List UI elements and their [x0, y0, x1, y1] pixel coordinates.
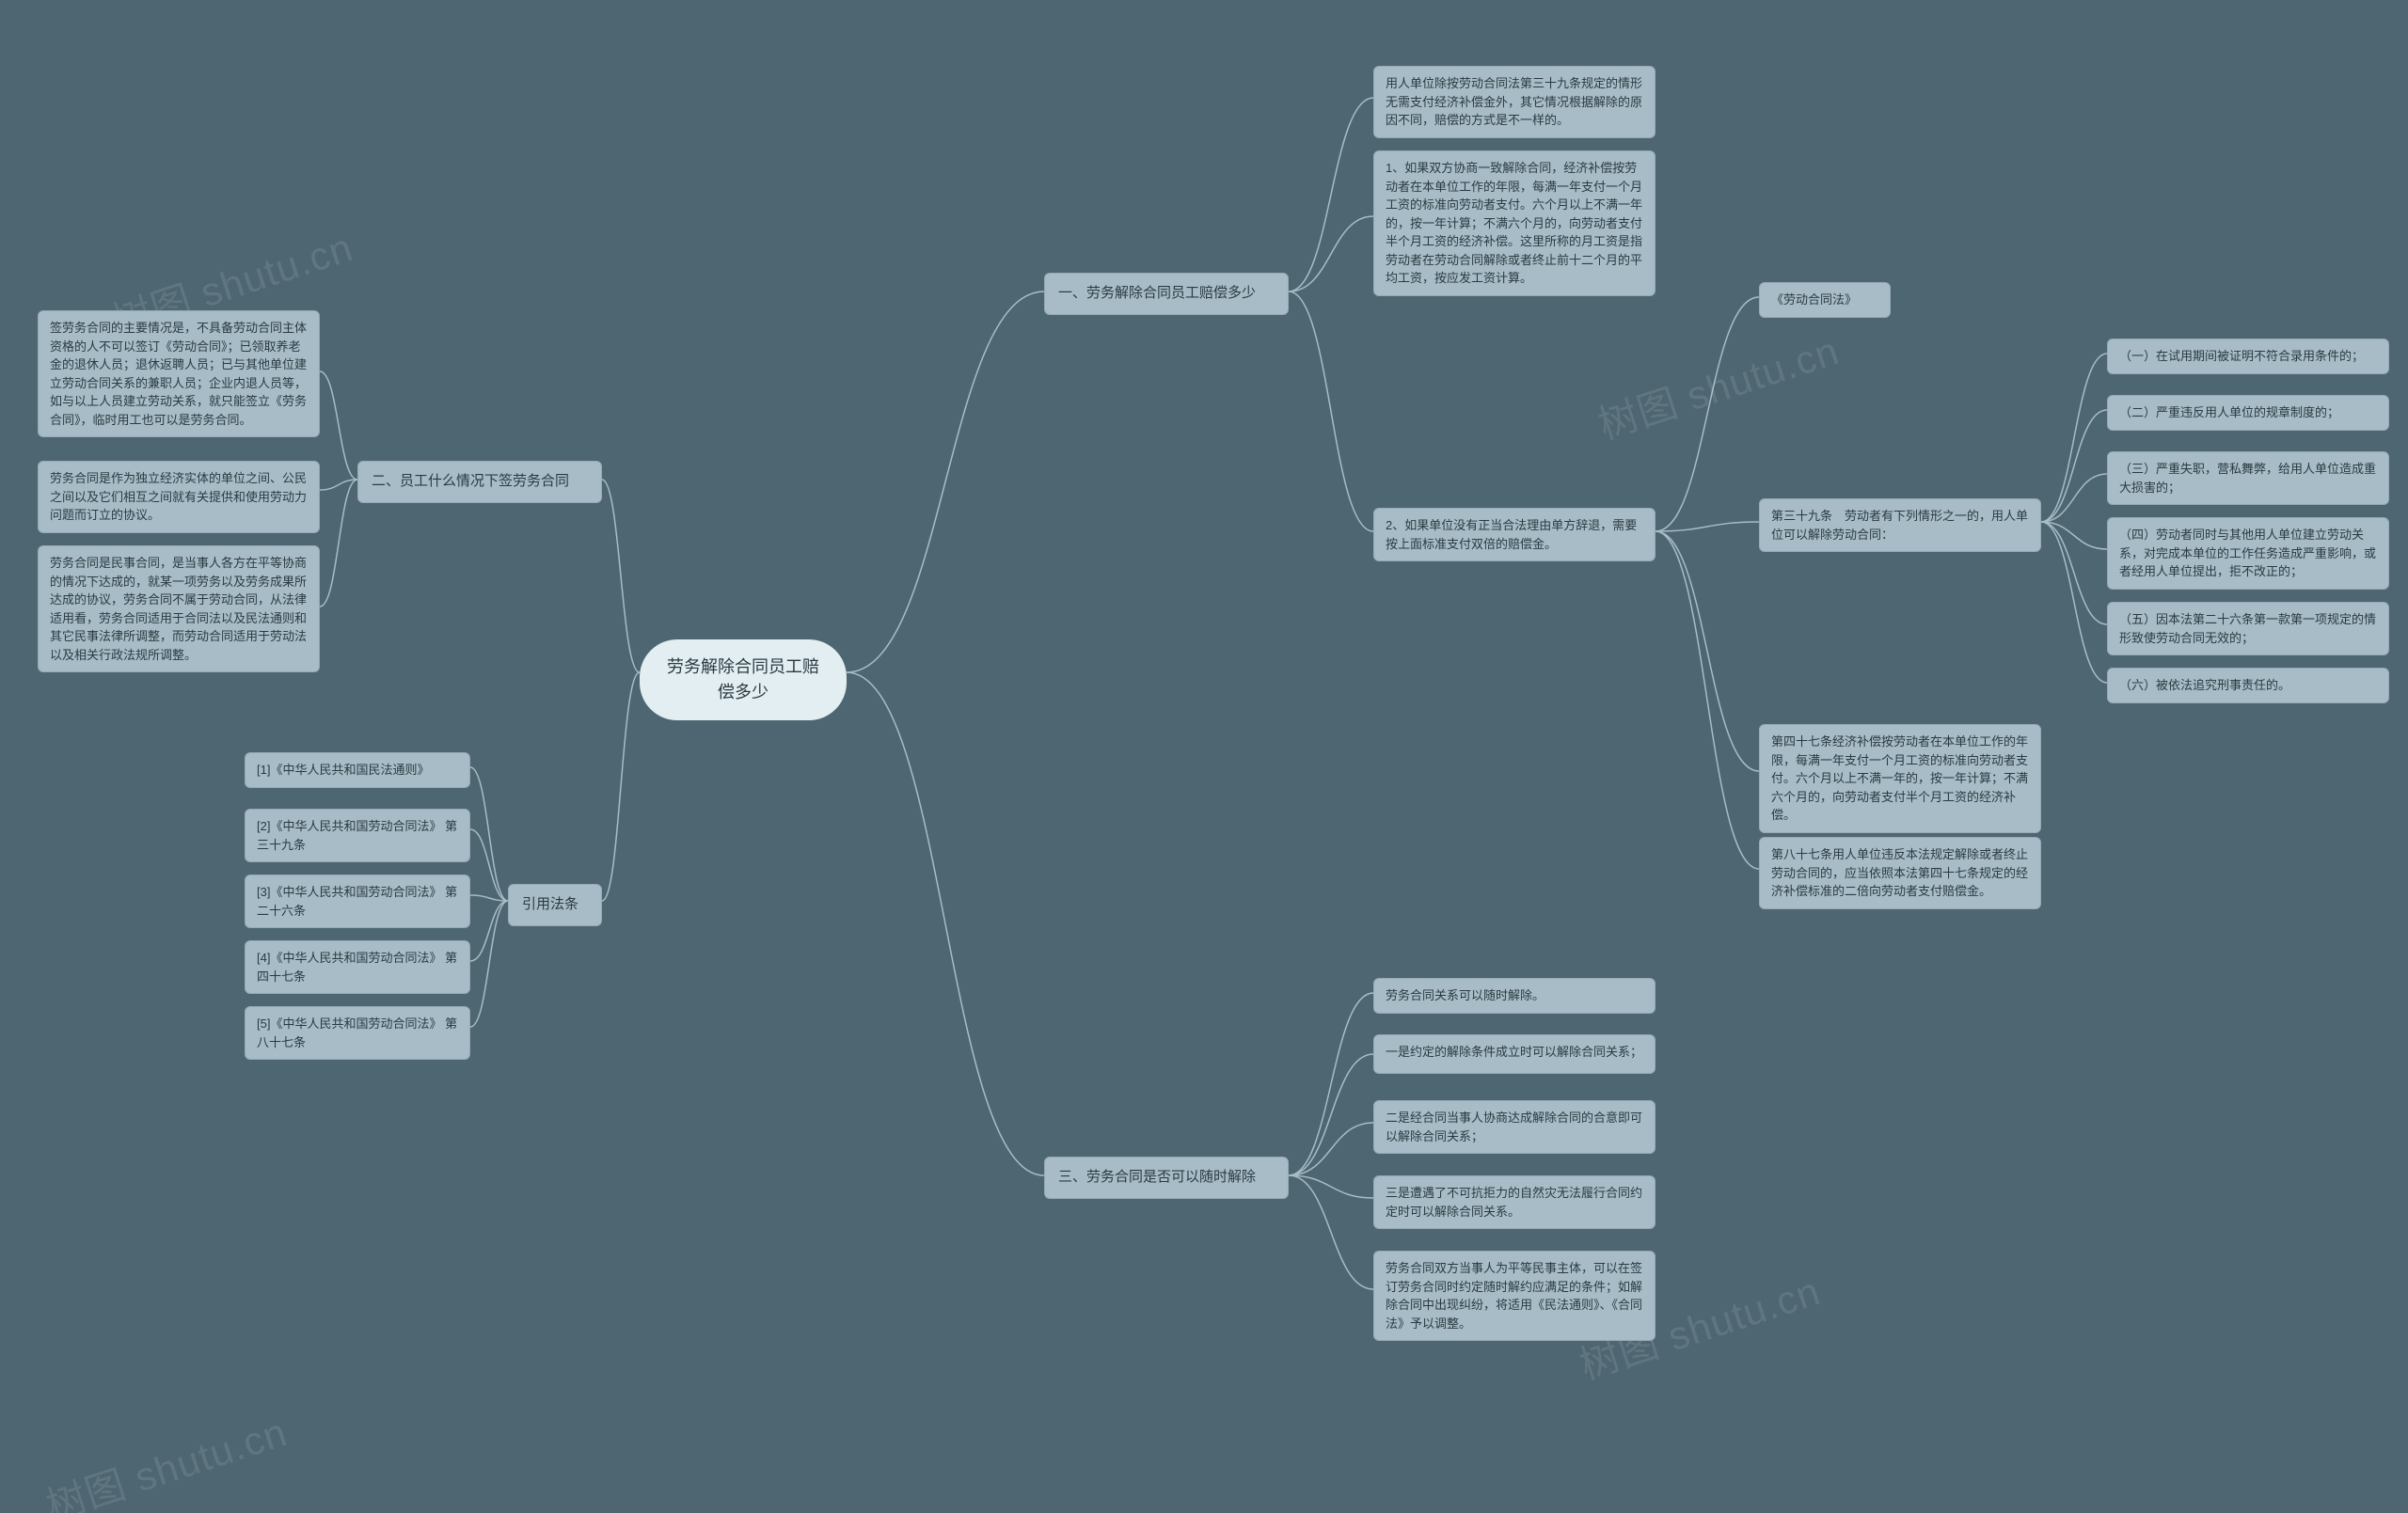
leaf-node[interactable]: （一）在试用期间被证明不符合录用条件的； [2107, 339, 2389, 374]
leaf-node[interactable]: [2]《中华人民共和国劳动合同法》 第三十九条 [245, 809, 470, 862]
branch-node[interactable]: 一、劳务解除合同员工赔偿多少 [1044, 273, 1289, 315]
branch-node[interactable]: 二、员工什么情况下签劳务合同 [357, 461, 602, 503]
leaf-node[interactable]: 劳务合同是作为独立经济实体的单位之间、公民之间以及它们相互之间就有关提供和使用劳… [38, 461, 320, 533]
leaf-node[interactable]: 第四十七条经济补偿按劳动者在本单位工作的年限，每满一年支付一个月工资的标准向劳动… [1759, 724, 2041, 833]
leaf-node[interactable]: 劳务合同关系可以随时解除。 [1373, 978, 1656, 1014]
leaf-node[interactable]: （二）严重违反用人单位的规章制度的； [2107, 395, 2389, 431]
leaf-node[interactable]: 第八十七条用人单位违反本法规定解除或者终止劳动合同的，应当依照本法第四十七条规定… [1759, 837, 2041, 909]
leaf-node[interactable]: 《劳动合同法》 [1759, 282, 1891, 318]
leaf-node[interactable]: 2、如果单位没有正当合法理由单方辞退，需要按上面标准支付双倍的赔偿金。 [1373, 508, 1656, 561]
branch-node[interactable]: 三、劳务合同是否可以随时解除 [1044, 1157, 1289, 1199]
leaf-node[interactable]: （五）因本法第二十六条第一款第一项规定的情形致使劳动合同无效的； [2107, 602, 2389, 655]
leaf-node[interactable]: （四）劳动者同时与其他用人单位建立劳动关系，对完成本单位的工作任务造成严重影响，… [2107, 517, 2389, 590]
watermark: 树图 shutu.cn [39, 1400, 293, 1513]
leaf-node[interactable]: 三是遭遇了不可抗拒力的自然灾无法履行合同约定时可以解除合同关系。 [1373, 1175, 1656, 1229]
leaf-node[interactable]: （三）严重失职，营私舞弊，给用人单位造成重大损害的； [2107, 451, 2389, 505]
leaf-node[interactable]: 1、如果双方协商一致解除合同，经济补偿按劳动者在本单位工作的年限，每满一年支付一… [1373, 150, 1656, 296]
mindmap-canvas: 树图 shutu.cn树图 shutu.cn树图 shutu.cn树图 shut… [0, 0, 2408, 1513]
leaf-node[interactable]: 签劳务合同的主要情况是，不具备劳动合同主体资格的人不可以签订《劳动合同》；已领取… [38, 310, 320, 437]
leaf-node[interactable]: 二是经合同当事人协商达成解除合同的合意即可以解除合同关系； [1373, 1100, 1656, 1154]
leaf-node[interactable]: [3]《中华人民共和国劳动合同法》 第二十六条 [245, 875, 470, 928]
watermark: 树图 shutu.cn [1591, 319, 1846, 450]
leaf-node[interactable]: 第三十九条 劳动者有下列情形之一的，用人单位可以解除劳动合同： [1759, 498, 2041, 552]
leaf-node[interactable]: 一是约定的解除条件成立时可以解除合同关系； [1373, 1034, 1656, 1074]
leaf-node[interactable]: [1]《中华人民共和国民法通则》 [245, 752, 470, 788]
leaf-node[interactable]: 劳务合同是民事合同，是当事人各方在平等协商的情况下达成的，就某一项劳务以及劳务成… [38, 545, 320, 672]
leaf-node[interactable]: [4]《中华人民共和国劳动合同法》 第四十七条 [245, 940, 470, 994]
leaf-node[interactable]: [5]《中华人民共和国劳动合同法》 第八十七条 [245, 1006, 470, 1060]
leaf-node[interactable]: 劳务合同双方当事人为平等民事主体，可以在签订劳务合同时约定随时解约应满足的条件；… [1373, 1251, 1656, 1341]
leaf-node[interactable]: （六）被依法追究刑事责任的。 [2107, 668, 2389, 703]
root-node[interactable]: 劳务解除合同员工赔偿多少 [640, 639, 847, 720]
leaf-node[interactable]: 用人单位除按劳动合同法第三十九条规定的情形无需支付经济补偿金外，其它情况根据解除… [1373, 66, 1656, 138]
branch-node[interactable]: 引用法条 [508, 884, 602, 926]
